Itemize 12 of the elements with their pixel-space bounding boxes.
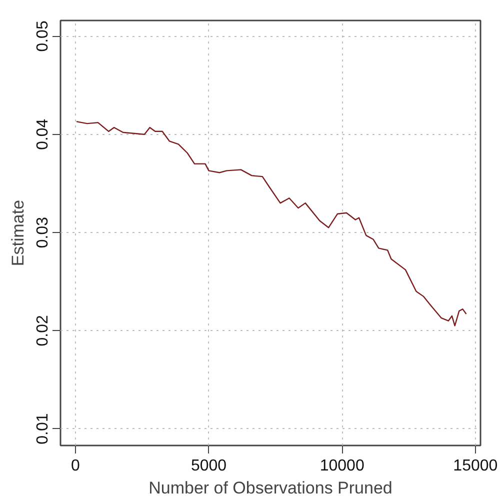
x-tick-label: 15000: [453, 458, 498, 474]
y-tick-label: 0.03: [34, 216, 52, 248]
y-tick-label: 0.02: [34, 314, 52, 346]
line-series: [76, 120, 467, 326]
x-tick-label: 5000: [190, 458, 227, 474]
y-tick-label: 0.01: [34, 413, 52, 444]
y-axis-title: Estimate: [8, 200, 28, 266]
x-tick-label: 10000: [320, 458, 364, 474]
y-tick-label: 0.05: [34, 20, 52, 52]
y-tick-label: 0.04: [34, 118, 52, 150]
x-axis-title: Number of Observations Pruned: [148, 478, 392, 498]
x-tick-label: 0: [70, 458, 80, 474]
